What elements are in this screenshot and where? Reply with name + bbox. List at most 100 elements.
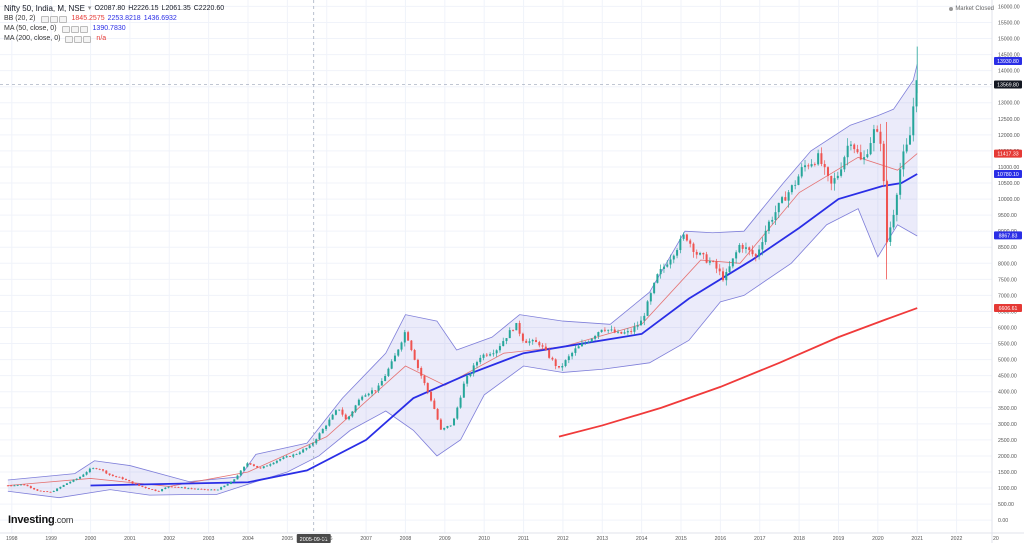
candle-body <box>348 416 351 420</box>
candle <box>518 320 521 337</box>
bb-label[interactable]: BB (20, 2) <box>4 15 36 22</box>
ma200-label[interactable]: MA (200, close, 0) <box>4 35 61 42</box>
candle-body <box>456 407 459 419</box>
candle-body <box>846 145 849 158</box>
candle-body <box>387 368 390 377</box>
visibility-eye-icon[interactable] <box>65 35 74 43</box>
ma200-line <box>558 307 918 438</box>
candle-body <box>338 409 341 411</box>
candle-body <box>65 483 68 485</box>
close-icon[interactable] <box>58 15 67 23</box>
candle <box>154 489 157 492</box>
candle-body <box>702 252 705 255</box>
candle-body <box>26 485 29 487</box>
x-tick-label: 2001 <box>124 536 136 542</box>
settings-gear-icon[interactable] <box>49 15 58 23</box>
price-tag-label: 13569.80 <box>997 82 1019 88</box>
candle <box>298 451 301 455</box>
candle-body <box>561 366 564 368</box>
symbol-title[interactable]: Nifty 50, India, M, NSE <box>4 4 85 13</box>
dropdown-chevron-icon[interactable]: ▾ <box>87 5 92 12</box>
candle <box>403 329 406 347</box>
market-status: Market Closed <box>949 6 994 12</box>
candle-body <box>630 331 633 332</box>
candle <box>617 329 620 334</box>
y-tick-label: 7500.00 <box>998 277 1017 283</box>
candle <box>115 475 118 478</box>
candle <box>531 338 534 345</box>
candle <box>748 246 751 256</box>
candle-body <box>653 282 656 294</box>
candle <box>354 404 357 414</box>
investing-logo[interactable]: Investing.com <box>8 514 73 526</box>
candle-body <box>292 454 295 457</box>
candle-body <box>285 456 288 458</box>
price-tag-bg <box>994 170 1022 179</box>
candle-body <box>315 439 318 444</box>
candle-body <box>617 331 620 333</box>
candle-body <box>600 329 603 333</box>
candle-body <box>416 359 419 369</box>
candle-body <box>804 165 807 168</box>
candle-body <box>134 483 137 485</box>
candle-body <box>341 409 344 415</box>
legend-ma50-row: MA (50, close, 0) 1390.7830 <box>4 24 224 34</box>
candle <box>548 347 551 359</box>
candle <box>36 489 39 492</box>
candle <box>393 352 396 362</box>
ma50-label[interactable]: MA (50, close, 0) <box>4 25 57 32</box>
settings-gear-icon[interactable] <box>74 35 83 43</box>
close-icon[interactable] <box>83 35 92 43</box>
candle-body <box>344 414 347 420</box>
candle-body <box>469 373 472 377</box>
candle <box>246 462 249 468</box>
ma50-controls <box>61 25 88 33</box>
candle <box>85 471 88 476</box>
candle <box>249 463 252 466</box>
candle <box>371 387 373 397</box>
candle-body <box>193 488 196 490</box>
candle-body <box>482 354 485 358</box>
candle-body <box>439 419 442 430</box>
candle <box>243 466 246 472</box>
bb-lower-value: 1436.6932 <box>143 15 177 22</box>
candle <box>882 140 885 188</box>
candle <box>147 487 150 490</box>
candle-body <box>466 376 469 384</box>
settings-gear-icon[interactable] <box>70 25 79 33</box>
candle-body <box>597 332 600 337</box>
candle-body <box>472 365 475 374</box>
candle-body <box>305 448 308 450</box>
candle-body <box>823 163 826 168</box>
candle-body <box>830 175 833 184</box>
candle <box>469 372 472 378</box>
visibility-eye-icon[interactable] <box>40 15 49 23</box>
y-tick-label: 5500.00 <box>998 342 1017 348</box>
candle <box>551 356 554 361</box>
candle-body <box>784 197 787 201</box>
candle-body <box>102 469 105 471</box>
y-tick-label: 4000.00 <box>998 390 1017 396</box>
candle <box>443 427 446 431</box>
visibility-eye-icon[interactable] <box>61 25 70 33</box>
candle <box>554 358 557 370</box>
candle <box>426 382 429 395</box>
candle <box>56 488 59 492</box>
candle <box>912 97 915 142</box>
candle <box>69 481 72 484</box>
close-icon[interactable] <box>79 25 88 33</box>
candle-body <box>722 271 725 281</box>
candle-body <box>895 194 898 215</box>
candle <box>410 340 413 352</box>
candle <box>603 327 606 333</box>
candle <box>33 487 36 491</box>
candle-body <box>836 175 839 179</box>
candle-body <box>656 274 659 283</box>
candle-body <box>623 332 626 334</box>
candle <box>830 175 833 191</box>
candle <box>344 413 347 420</box>
candle-body <box>879 131 882 144</box>
candle <box>643 312 646 326</box>
